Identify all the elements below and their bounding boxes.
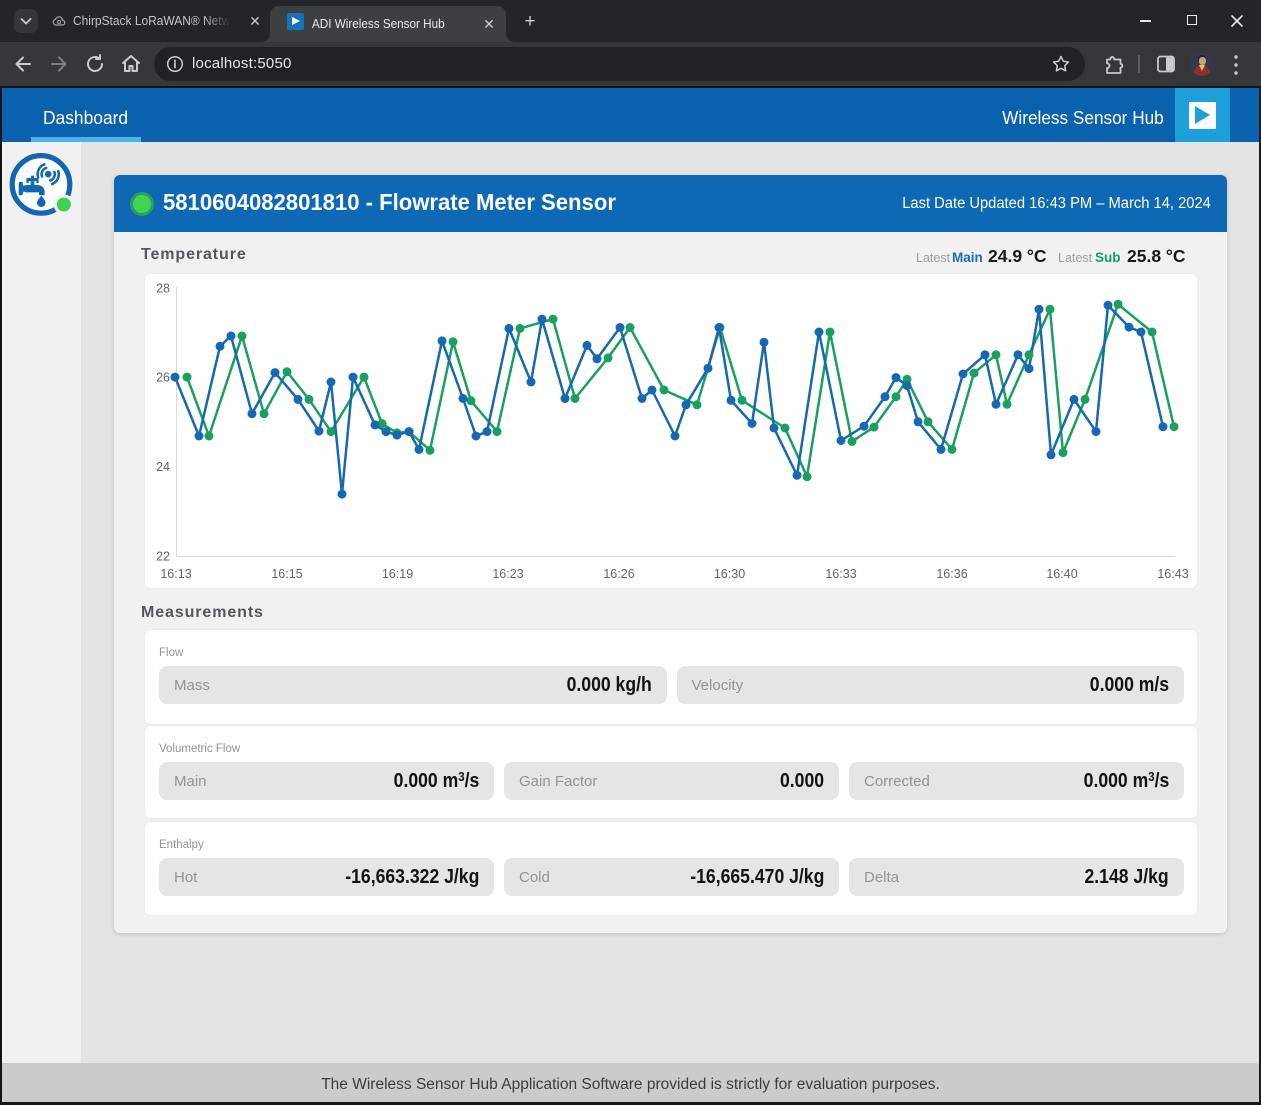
svg-text:16:19: 16:19 [382, 567, 413, 581]
svg-text:16:26: 16:26 [603, 567, 634, 581]
svg-text:16:40: 16:40 [1046, 567, 1077, 581]
svg-text:16:36: 16:36 [936, 567, 967, 581]
svg-text:16:13: 16:13 [160, 567, 191, 581]
svg-text:16:43: 16:43 [1157, 567, 1188, 581]
svg-text:26: 26 [156, 371, 170, 385]
svg-text:22: 22 [156, 550, 170, 564]
svg-text:16:30: 16:30 [714, 567, 745, 581]
svg-text:16:33: 16:33 [825, 567, 856, 581]
svg-text:16:23: 16:23 [492, 567, 523, 581]
svg-text:24: 24 [156, 460, 170, 474]
svg-text:28: 28 [156, 281, 170, 295]
svg-text:16:15: 16:15 [271, 567, 302, 581]
